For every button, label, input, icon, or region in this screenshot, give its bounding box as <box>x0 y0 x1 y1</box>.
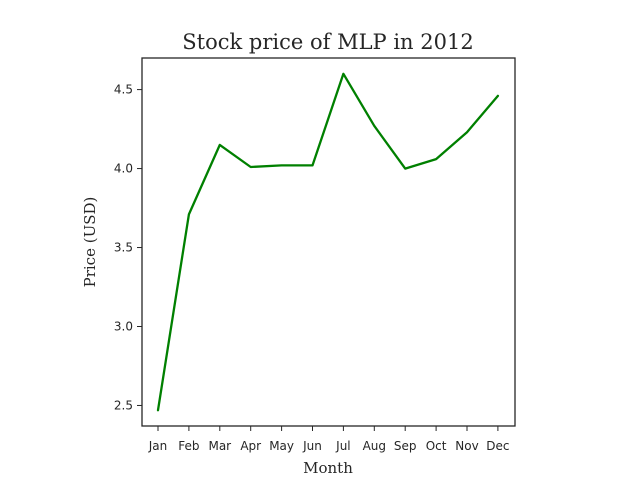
x-tick-label: Aug <box>363 439 386 453</box>
y-tick-label: 3.0 <box>114 319 133 333</box>
x-tick-label: Jan <box>148 439 168 453</box>
plot-area <box>156 72 500 412</box>
price-series-line <box>156 72 500 412</box>
x-axis-label: Month <box>303 459 353 477</box>
x-tick-label: Feb <box>178 439 199 453</box>
chart-title: Stock price of MLP in 2012 <box>182 30 473 54</box>
y-axis: 2.5 3.0 3.5 4.0 4.5 <box>114 83 142 412</box>
y-tick-label: 4.0 <box>114 162 133 176</box>
x-tick-label: Oct <box>426 439 447 453</box>
x-tick-label: Nov <box>455 439 478 453</box>
plot-frame <box>141 57 516 427</box>
x-tick-label: Mar <box>208 439 231 453</box>
x-tick-label: May <box>269 439 294 453</box>
x-tick-label: Apr <box>240 439 261 453</box>
y-tick-label: 2.5 <box>114 398 133 412</box>
x-axis: Jan Feb Mar Apr May Jun Jul Aug Sep Oct Nov Dec <box>148 426 510 453</box>
x-tick-label: Jun <box>302 439 322 453</box>
y-tick-label: 3.5 <box>114 241 133 255</box>
x-tick-label: Dec <box>486 439 509 453</box>
x-tick-label: Jul <box>335 439 350 453</box>
x-tick-label: Sep <box>394 439 417 453</box>
y-axis-label: Price (USD) <box>81 197 99 288</box>
y-tick-label: 4.5 <box>114 83 133 97</box>
